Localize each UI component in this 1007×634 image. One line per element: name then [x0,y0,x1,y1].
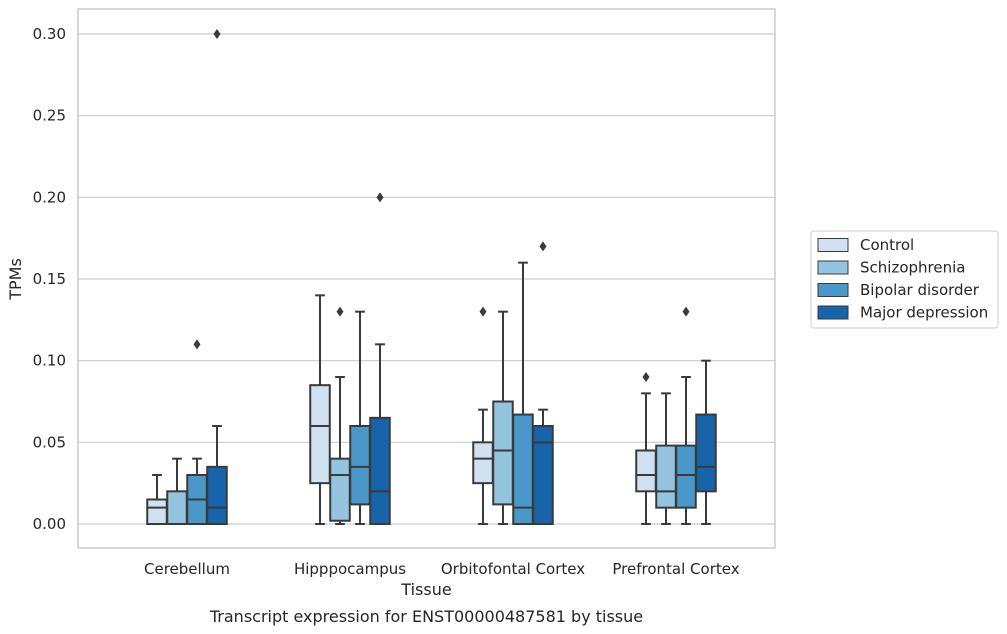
series-major-depression [206,29,717,526]
x-axis-title: Tissue [400,580,451,599]
legend-label: Major depression [860,304,988,322]
box-body [635,449,657,493]
box-body [146,498,168,525]
box [655,392,677,525]
box-body [206,465,228,526]
box-body [695,413,717,493]
x-tick-label: Cerebellum [144,560,230,578]
legend-swatch [817,238,849,252]
box [309,294,331,525]
y-tick-label: 0.10 [33,352,66,370]
series-control [146,294,657,525]
plot-area-frame [77,8,776,549]
legend-frame [810,230,999,329]
box-body [492,400,514,506]
box-body [532,425,554,525]
y-tick-label: 0.30 [33,25,66,43]
box-body [309,384,331,485]
box [635,372,657,525]
box-body [369,416,391,526]
box [369,192,391,526]
figure-caption: Transcript expression for ENST0000048758… [209,607,643,626]
box [532,241,554,525]
outlier-point [642,372,650,382]
box [492,310,514,525]
y-tick-labels: 0.00 0.05 0.10 0.15 0.20 0.25 0.30 [33,25,66,533]
x-tick-label: Prefrontal Cortex [612,560,739,578]
box [349,310,371,525]
y-axis-title: TPMs [6,258,25,301]
legend-swatch [817,260,849,275]
outlier-point [479,306,487,317]
outlier-point [213,29,221,39]
box-body [472,441,494,485]
legend-label: Control [860,236,914,254]
box [695,359,717,525]
outlier-point [682,306,690,317]
box-body [166,490,188,526]
box-body [655,444,677,509]
box [166,457,188,526]
y-tick-label: 0.00 [33,515,66,533]
box [329,306,351,525]
legend-label: Bipolar disorder [860,281,980,299]
outlier-point [193,339,201,350]
y-tick-label: 0.05 [33,433,66,451]
y-tick-label: 0.15 [33,270,66,288]
box-series [146,29,717,526]
y-tick-label: 0.20 [33,188,66,206]
outlier-point [376,192,384,203]
legend-swatch [817,305,849,320]
legend: Control Schizophrenia Bipolar disorder Majo… [810,230,999,329]
box-body [329,457,351,522]
box [206,29,228,526]
outlier-point [539,241,547,252]
legend-swatch [817,283,849,297]
x-tick-labels: Cerebellum Hipppocampus Orbitofontal Corte… [144,560,740,578]
y-tick-label: 0.25 [33,107,66,125]
outlier-point [336,306,344,317]
legend-label: Schizophrenia [860,259,965,277]
x-tick-label: Hipppocampus [294,560,406,578]
box-body [349,425,371,506]
box [675,306,697,525]
box-body [675,444,697,509]
series-schizophrenia [166,306,677,526]
x-tick-label: Orbitofontal Cortex [441,560,585,578]
